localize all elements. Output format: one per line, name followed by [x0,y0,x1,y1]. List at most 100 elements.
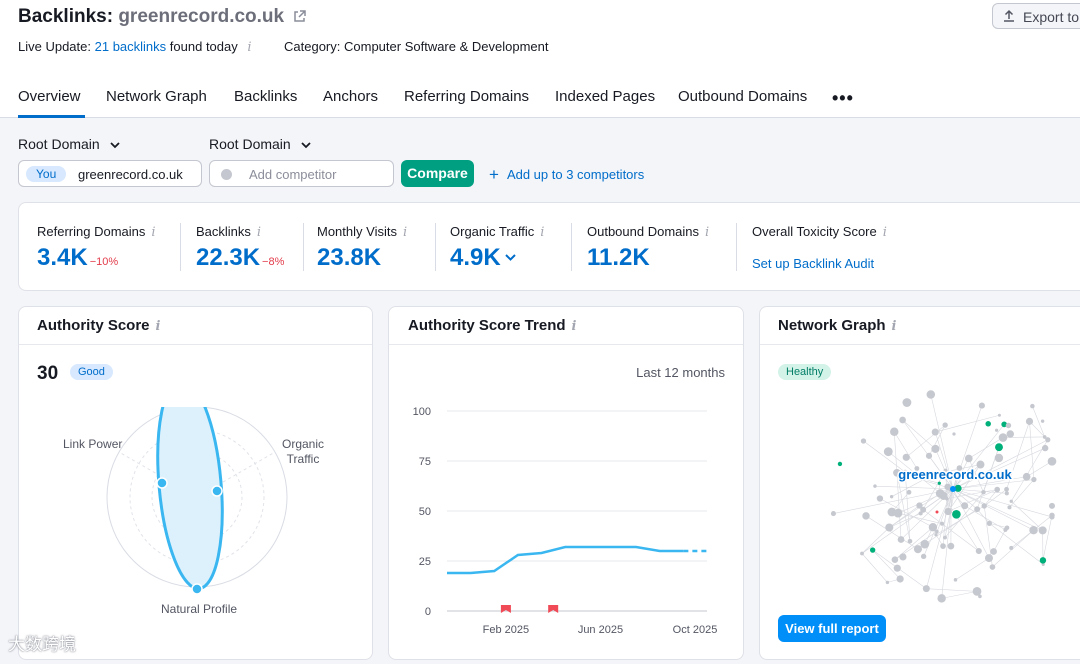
network-node[interactable] [942,535,947,540]
network-node[interactable] [920,506,927,513]
network-node[interactable] [978,594,982,599]
network-node[interactable] [952,509,961,519]
network-node[interactable] [860,551,864,556]
network-node[interactable] [937,481,941,485]
network-node[interactable] [961,502,969,510]
network-node[interactable] [1040,419,1045,423]
tab-network-graph[interactable]: Network Graph [106,88,207,105]
network-node[interactable] [1039,557,1047,564]
network-node[interactable] [981,489,986,495]
network-node[interactable] [1009,545,1014,551]
network-node[interactable] [935,510,939,514]
network-node[interactable] [1038,526,1047,535]
chevron-down-icon[interactable] [504,254,516,261]
network-node[interactable] [1007,505,1012,510]
info-icon[interactable]: i [155,319,161,334]
network-node[interactable] [1031,476,1037,483]
network-center-node[interactable] [950,486,956,492]
network-node[interactable] [940,543,946,549]
network-node[interactable] [986,520,993,526]
network-node[interactable] [913,545,923,554]
setup-audit-link[interactable]: Set up Backlink Audit [752,256,875,271]
network-node[interactable] [1029,525,1038,535]
network-node[interactable] [922,585,930,593]
network-node[interactable] [1001,421,1008,428]
network-node[interactable] [920,553,927,560]
network-node[interactable] [1049,512,1055,519]
network-node[interactable] [956,465,963,471]
network-node[interactable] [1041,562,1045,566]
network-node[interactable] [976,460,985,469]
radar-point-link-power[interactable] [156,477,168,489]
metric-value[interactable]: 3.4K [37,244,88,271]
network-node[interactable] [918,511,923,516]
network-node[interactable] [1047,456,1057,466]
network-node[interactable] [931,428,939,436]
tab-referring-domains[interactable]: Referring Domains [404,88,530,105]
network-node[interactable] [916,502,923,509]
network-node[interactable] [989,564,996,570]
network-node[interactable] [837,461,843,467]
tab-outbound-domains[interactable]: Outbound Domains [678,88,808,105]
network-node[interactable] [897,536,905,543]
more-tabs-icon[interactable]: ••• [832,88,854,108]
info-icon[interactable]: i [540,225,545,240]
network-node[interactable] [1042,435,1047,439]
network-node[interactable] [873,484,877,488]
network-node[interactable] [1006,430,1014,438]
network-node[interactable] [985,421,991,427]
network-node[interactable] [1045,437,1051,443]
network-node[interactable] [1022,472,1031,481]
network-node[interactable] [1005,422,1012,429]
network-node[interactable] [1004,525,1010,530]
network-node[interactable] [926,390,936,399]
network-node[interactable] [929,471,937,478]
your-domain-field[interactable]: You greenrecord.co.uk [18,160,202,187]
metric-value[interactable]: 22.3K [196,244,261,271]
metric-value[interactable]: 23.8K [317,244,382,271]
info-icon[interactable]: i [571,319,577,334]
network-node[interactable] [964,454,973,463]
network-node[interactable] [876,495,884,502]
network-node[interactable] [953,578,958,582]
network-node[interactable] [997,413,1001,417]
network-node[interactable] [887,507,897,517]
network-node[interactable] [934,533,938,537]
network-node[interactable] [914,466,920,471]
network-node[interactable] [902,469,908,475]
tab-indexed-pages[interactable]: Indexed Pages [555,88,656,105]
add-competitors-link[interactable]: + Add up to 3 competitors [489,165,644,185]
network-node[interactable] [974,506,981,513]
network-node[interactable] [893,564,901,572]
network-node[interactable] [928,523,938,532]
network-node[interactable] [902,398,912,407]
network-node[interactable] [1041,444,1049,452]
metric-value[interactable]: 4.9K [450,244,501,271]
root-domain-dropdown-2[interactable]: Root Domain [209,136,311,152]
network-node[interactable] [896,575,904,583]
root-domain-dropdown-1[interactable]: Root Domain [18,136,120,152]
network-node[interactable] [1004,491,1009,496]
network-node[interactable] [869,547,876,553]
network-node[interactable] [994,453,1004,463]
network-node[interactable] [907,538,913,544]
network-node[interactable] [860,438,867,444]
network-node[interactable] [890,427,899,436]
network-node[interactable] [995,428,999,432]
tab-anchors[interactable]: Anchors [323,88,379,105]
info-icon[interactable]: i [705,225,710,240]
network-node[interactable] [998,433,1008,442]
network-node[interactable] [935,489,945,498]
network-node[interactable] [883,447,893,457]
network-node[interactable] [943,468,948,473]
competitor-input[interactable]: Add competitor [209,160,394,187]
network-node[interactable] [952,432,956,436]
tab-backlinks[interactable]: Backlinks [234,88,298,105]
network-node[interactable] [937,594,946,603]
network-node[interactable] [920,539,930,549]
network-node[interactable] [994,486,1001,493]
network-node[interactable] [935,529,939,534]
network-node[interactable] [893,468,901,477]
network-node[interactable] [954,484,962,492]
title-domain[interactable]: greenrecord.co.uk [118,6,285,27]
